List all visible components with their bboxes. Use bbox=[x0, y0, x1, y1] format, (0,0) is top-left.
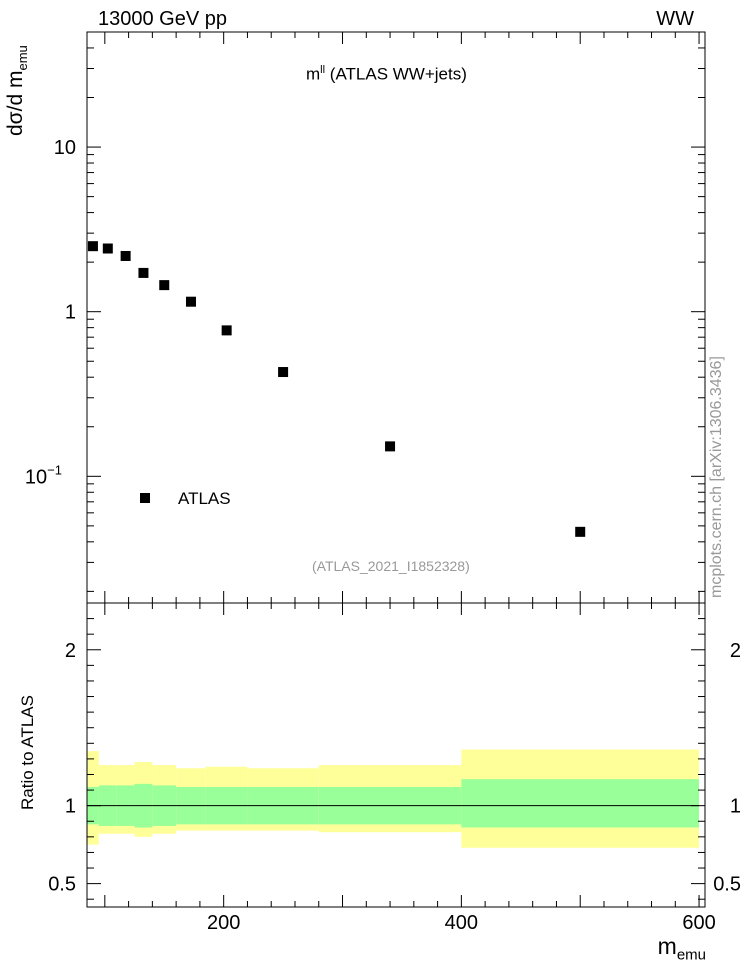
main-y-tick-label-1: 1 bbox=[65, 302, 76, 324]
data-point-7 bbox=[278, 367, 289, 378]
data-point-4 bbox=[159, 280, 170, 291]
data-point-2 bbox=[120, 250, 131, 261]
data-point-5 bbox=[185, 296, 196, 307]
ratio-y-tick-label-right-0.5: 0.5 bbox=[713, 874, 741, 896]
legend-entry-label: ATLAS bbox=[178, 489, 231, 508]
legend-marker bbox=[140, 493, 150, 503]
ylabel-main-sub: emu bbox=[15, 45, 31, 71]
ratio-y-tick-label-right-1: 1 bbox=[730, 796, 741, 818]
data-point-0 bbox=[87, 241, 98, 252]
data-point-1 bbox=[102, 243, 113, 254]
side-label: mcplots.cern.ch [arXiv:1306.3436] bbox=[708, 356, 725, 598]
main-y-axis-label: dσ/d memu bbox=[4, 45, 30, 136]
header-right-label: WW bbox=[656, 8, 694, 30]
title-rest: (ATLAS WW+jets) bbox=[325, 64, 467, 84]
header-left-label: 13000 GeV pp bbox=[98, 8, 227, 30]
ratio-plot-frame bbox=[86, 602, 706, 908]
ratio-band-inner-9 bbox=[461, 779, 700, 828]
x-tick-label-400: 400 bbox=[445, 912, 478, 934]
x-tick-label-200: 200 bbox=[207, 912, 240, 934]
ratio-y-axis-label: Ratio to ATLAS bbox=[18, 695, 37, 810]
ratio-y-tick-label-left-2: 2 bbox=[65, 640, 76, 662]
main-y-tick-label-2: 10−1 bbox=[25, 462, 62, 488]
ratio-y-tick-label-left-1: 1 bbox=[65, 796, 76, 818]
title-sup: ll bbox=[320, 64, 326, 76]
main-y-tick-label-sup-2: −1 bbox=[47, 462, 62, 477]
data-point-8 bbox=[385, 441, 396, 452]
data-point-9 bbox=[575, 526, 586, 537]
analysis-watermark: (ATLAS_2021_I1852328) bbox=[312, 558, 470, 574]
xlabel-text: m bbox=[657, 933, 677, 959]
x-axis-label: memu bbox=[658, 933, 706, 964]
main-y-tick-label-0: 10 bbox=[54, 137, 76, 159]
xlabel-sub: emu bbox=[676, 946, 706, 964]
ylabel-main-text: dσ/d m bbox=[4, 70, 27, 136]
title-m: m bbox=[306, 64, 321, 84]
main-plot-frame bbox=[86, 31, 706, 604]
main-plot-title: mll (ATLAS WW+jets) bbox=[306, 64, 467, 85]
data-point-3 bbox=[138, 267, 149, 278]
data-point-6 bbox=[221, 325, 232, 336]
ratio-y-tick-label-left-0.5: 0.5 bbox=[48, 874, 76, 896]
ratio-y-tick-label-right-2: 2 bbox=[730, 640, 741, 662]
x-tick-label-600: 600 bbox=[682, 912, 715, 934]
